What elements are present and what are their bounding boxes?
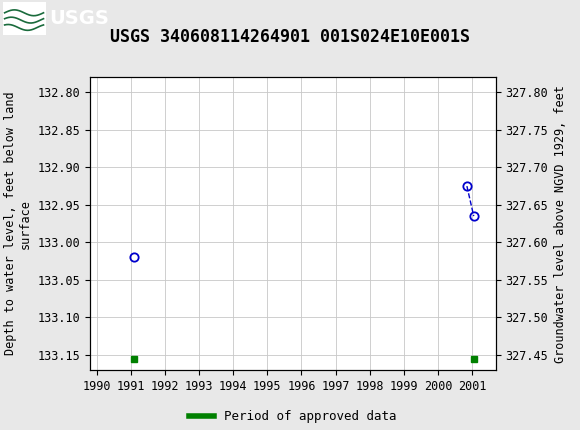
Text: USGS: USGS: [49, 9, 109, 28]
Text: USGS 340608114264901 001S024E10E001S: USGS 340608114264901 001S024E10E001S: [110, 28, 470, 46]
Y-axis label: Depth to water level, feet below land
surface: Depth to water level, feet below land su…: [4, 92, 32, 356]
Legend: Period of approved data: Period of approved data: [184, 405, 401, 428]
Bar: [3, 2, 46, 35]
Y-axis label: Groundwater level above NGVD 1929, feet: Groundwater level above NGVD 1929, feet: [554, 85, 567, 362]
